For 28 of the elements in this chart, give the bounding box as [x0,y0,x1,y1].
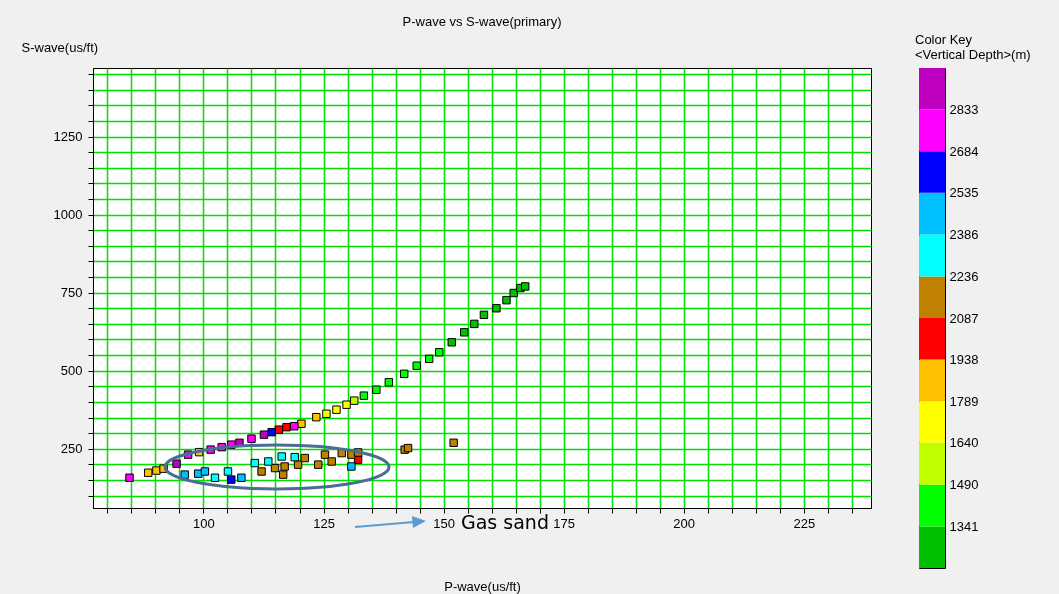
color-bar-label: 2535 [949,185,979,201]
x-tick-label: 175 [553,515,575,531]
x-tick-label: 225 [793,515,816,531]
x-tick-label: 125 [313,515,335,531]
color-bar-label: 2087 [949,310,979,326]
color-bar-label: 1490 [949,477,979,493]
color-bar-title: <Vertical Depth>(m) [915,47,1031,62]
color-bar-label: 1640 [949,435,979,451]
color-bar-label: 2684 [949,143,979,159]
text: Gas sand [461,511,549,533]
legend-title: Color Key [915,32,973,47]
color-bar-label: 1789 [949,393,979,409]
y-tick-label: 750 [60,285,83,301]
x-tick-label: 150 [433,515,455,531]
y-tick-label: 500 [60,363,83,379]
x-tick-label: 200 [673,515,696,531]
color-bar-label: 1938 [949,352,979,368]
y-axis-title: S-wave(us/ft) [21,39,99,55]
y-tick-label: 1250 [53,129,83,145]
x-tick-label: 100 [193,515,215,531]
color-bar-label: 1341 [949,518,979,534]
color-bar-label: 2833 [949,102,979,118]
y-tick-label: 250 [60,441,83,457]
color-bar-label: 2236 [949,268,979,284]
y-tick-label: 1000 [53,207,83,223]
chart-title: P-wave vs S-wave(primary) [402,14,562,29]
color-bar-label: 2386 [949,226,979,242]
x-axis-title: P-wave(us/ft) [444,578,521,594]
